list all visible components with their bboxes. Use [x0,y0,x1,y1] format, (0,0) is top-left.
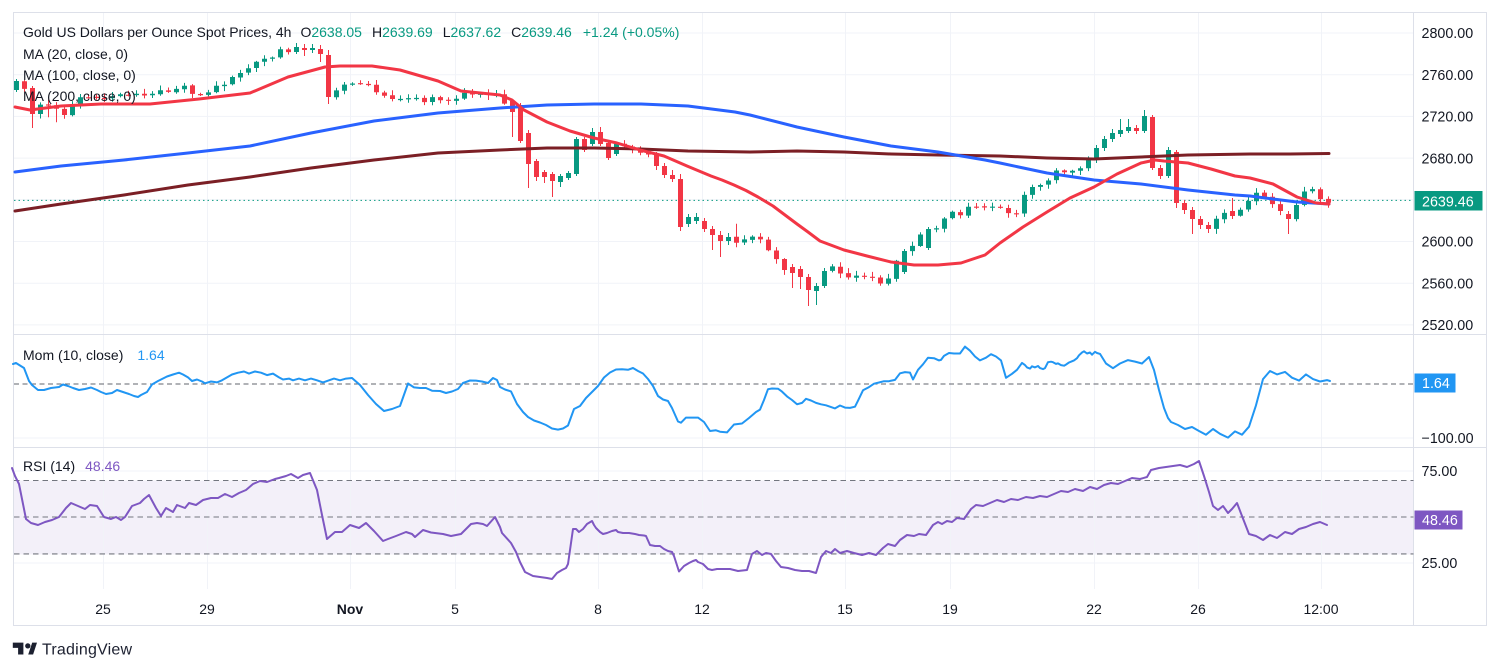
svg-text:75.00: 75.00 [1422,464,1458,480]
svg-text:25: 25 [95,601,111,617]
svg-text:2800.00: 2800.00 [1422,26,1474,42]
svg-text:12: 12 [694,601,710,617]
svg-text:RSI (14)48.46: RSI (14) 48.46 [23,458,120,474]
svg-text:Mom (10, close)1.64: Mom (10, close) 1.64 [23,347,165,363]
svg-text:MA (200, close, 0): MA (200, close, 0) [23,88,136,104]
svg-text:2639.46: 2639.46 [1422,194,1474,210]
svg-text:MA (100, close, 0): MA (100, close, 0) [23,67,136,83]
svg-text:26: 26 [1190,601,1206,617]
svg-text:25.00: 25.00 [1422,556,1458,572]
svg-text:12:00: 12:00 [1303,601,1338,617]
svg-text:2520.00: 2520.00 [1422,318,1474,334]
svg-text:2600.00: 2600.00 [1422,235,1474,251]
svg-text:1.64: 1.64 [1422,376,1450,392]
svg-text:2760.00: 2760.00 [1422,68,1474,84]
svg-text:2560.00: 2560.00 [1422,276,1474,292]
svg-text:48.46: 48.46 [1422,513,1458,529]
svg-text:8: 8 [594,601,602,617]
svg-text:TradingView: TradingView [42,642,132,659]
svg-text:19: 19 [942,601,958,617]
svg-text:2720.00: 2720.00 [1422,110,1474,126]
svg-text:−100.00: −100.00 [1422,431,1474,447]
svg-text:Nov: Nov [337,601,364,617]
svg-text:22: 22 [1086,601,1102,617]
svg-text:15: 15 [837,601,853,617]
svg-text:29: 29 [199,601,215,617]
svg-text:Gold US Dollars per Ounce Spot: Gold US Dollars per Ounce Spot Prices, 4… [23,24,679,40]
svg-text:5: 5 [451,601,459,617]
svg-text:2680.00: 2680.00 [1422,151,1474,167]
svg-text:MA (20, close, 0): MA (20, close, 0) [23,46,128,62]
